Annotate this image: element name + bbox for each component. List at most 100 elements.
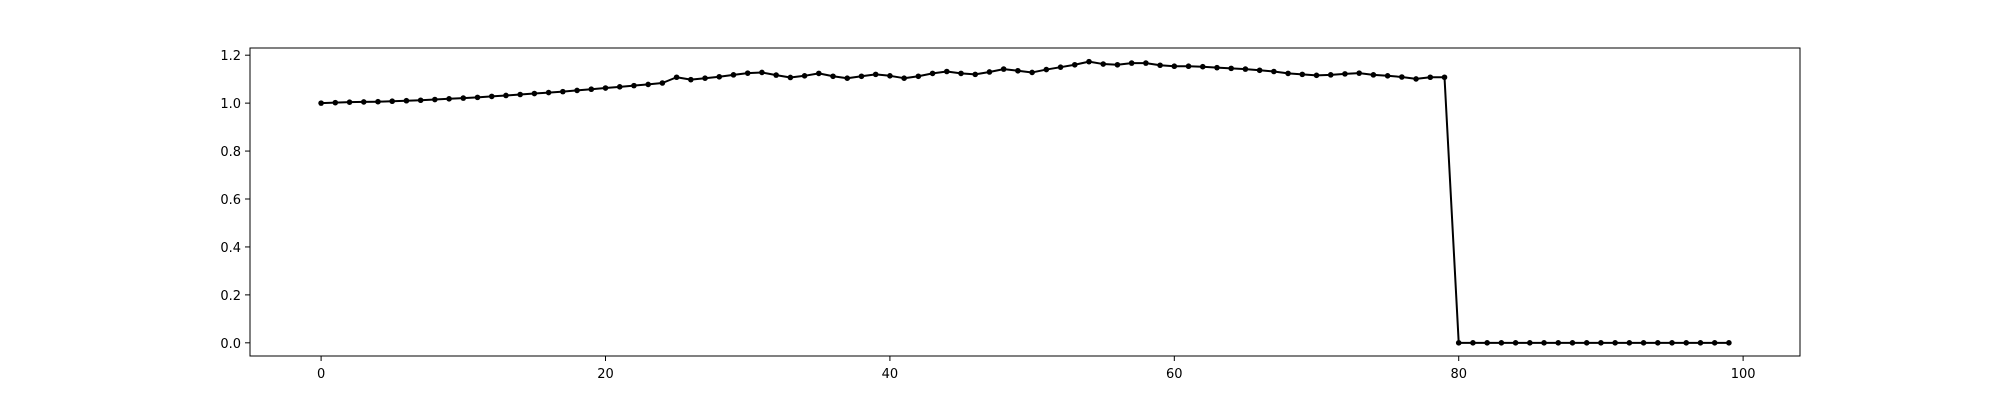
data-point xyxy=(375,98,381,105)
data-point xyxy=(1640,340,1647,346)
data-point xyxy=(1512,340,1519,346)
data-point xyxy=(1726,340,1732,346)
y-tick-label: 1.0 xyxy=(220,97,241,112)
data-point xyxy=(403,97,410,104)
data-point xyxy=(1356,70,1362,76)
plot-background xyxy=(250,48,1800,356)
data-point xyxy=(1413,76,1419,82)
data-point xyxy=(446,96,452,102)
data-point xyxy=(1384,73,1391,79)
data-point xyxy=(844,75,851,82)
y-tick-label: 0.4 xyxy=(220,241,241,256)
data-point xyxy=(972,71,979,78)
data-point xyxy=(1669,340,1675,346)
data-point xyxy=(1342,71,1348,77)
data-point xyxy=(1598,340,1604,346)
data-point xyxy=(1441,74,1448,81)
data-point xyxy=(659,80,666,86)
series-line xyxy=(321,60,1729,344)
data-point xyxy=(503,92,509,99)
data-point xyxy=(432,96,438,103)
data-point xyxy=(1370,72,1377,78)
data-point xyxy=(1654,340,1661,346)
data-point xyxy=(1100,61,1107,67)
data-point xyxy=(1527,340,1533,346)
data-point xyxy=(986,69,993,75)
data-point xyxy=(560,88,566,95)
data-point xyxy=(517,91,523,98)
data-point xyxy=(1242,66,1249,72)
data-point xyxy=(1399,74,1405,80)
data-point xyxy=(744,70,751,76)
data-point xyxy=(958,70,964,77)
x-axis: 0 20 40 60 80 100 xyxy=(317,356,1756,382)
data-point xyxy=(1015,67,1021,74)
data-point xyxy=(474,94,481,101)
data-point xyxy=(1228,65,1234,72)
data-point xyxy=(602,85,609,91)
data-point xyxy=(631,82,637,89)
data-point xyxy=(389,98,396,105)
data-point xyxy=(1313,72,1320,79)
data-point xyxy=(1327,72,1334,78)
data-point xyxy=(1569,340,1576,346)
data-point xyxy=(1470,340,1476,346)
data-point xyxy=(1057,64,1064,70)
data-point xyxy=(943,68,950,75)
data-point xyxy=(915,73,922,80)
data-point xyxy=(673,74,680,81)
data-point xyxy=(645,81,651,88)
x-tick-label: 80 xyxy=(1450,367,1467,382)
data-point xyxy=(488,93,495,100)
data-point xyxy=(1086,58,1092,65)
data-point xyxy=(1128,60,1135,66)
data-point xyxy=(801,73,808,79)
y-tick-label: 0.2 xyxy=(220,289,241,304)
x-tick-label: 40 xyxy=(882,367,899,382)
data-point xyxy=(1541,340,1547,346)
data-point xyxy=(417,97,424,104)
data-point xyxy=(759,69,765,76)
data-point xyxy=(616,84,623,90)
data-point xyxy=(1143,60,1149,66)
data-point xyxy=(1114,61,1121,68)
data-point xyxy=(1555,340,1562,346)
data-point xyxy=(1285,70,1291,77)
data-point xyxy=(1612,340,1618,346)
data-point xyxy=(545,89,552,96)
data-point xyxy=(460,95,467,101)
data-point xyxy=(830,73,836,80)
data-point xyxy=(1711,340,1718,346)
data-point xyxy=(574,87,580,94)
data-point xyxy=(1043,66,1050,73)
data-point xyxy=(1214,64,1220,71)
data-point xyxy=(702,75,708,82)
data-point xyxy=(1626,340,1633,346)
data-point xyxy=(730,72,737,78)
y-tick-label: 0.0 xyxy=(220,337,241,352)
data-point xyxy=(1498,340,1505,346)
plot-frame xyxy=(249,47,1801,357)
data-point xyxy=(1199,63,1206,70)
series-layer xyxy=(318,58,1732,346)
data-point xyxy=(688,76,694,83)
data-point xyxy=(1000,66,1007,72)
y-axis: 0.0 0.2 0.4 0.6 0.8 1.0 1.2 xyxy=(220,49,250,352)
data-point xyxy=(318,100,324,106)
data-point xyxy=(872,71,879,78)
data-point xyxy=(1583,340,1590,346)
data-point xyxy=(1271,68,1277,75)
data-point xyxy=(332,99,339,106)
data-point xyxy=(1171,63,1178,70)
data-point xyxy=(1484,340,1490,346)
data-point xyxy=(929,70,936,77)
data-point xyxy=(816,70,822,77)
x-tick-label: 100 xyxy=(1731,367,1756,382)
y-tick-label: 0.6 xyxy=(220,193,241,208)
y-tick-label: 0.8 xyxy=(220,145,241,160)
x-tick-label: 60 xyxy=(1166,367,1183,382)
data-point xyxy=(1029,69,1035,76)
data-point xyxy=(531,90,538,97)
